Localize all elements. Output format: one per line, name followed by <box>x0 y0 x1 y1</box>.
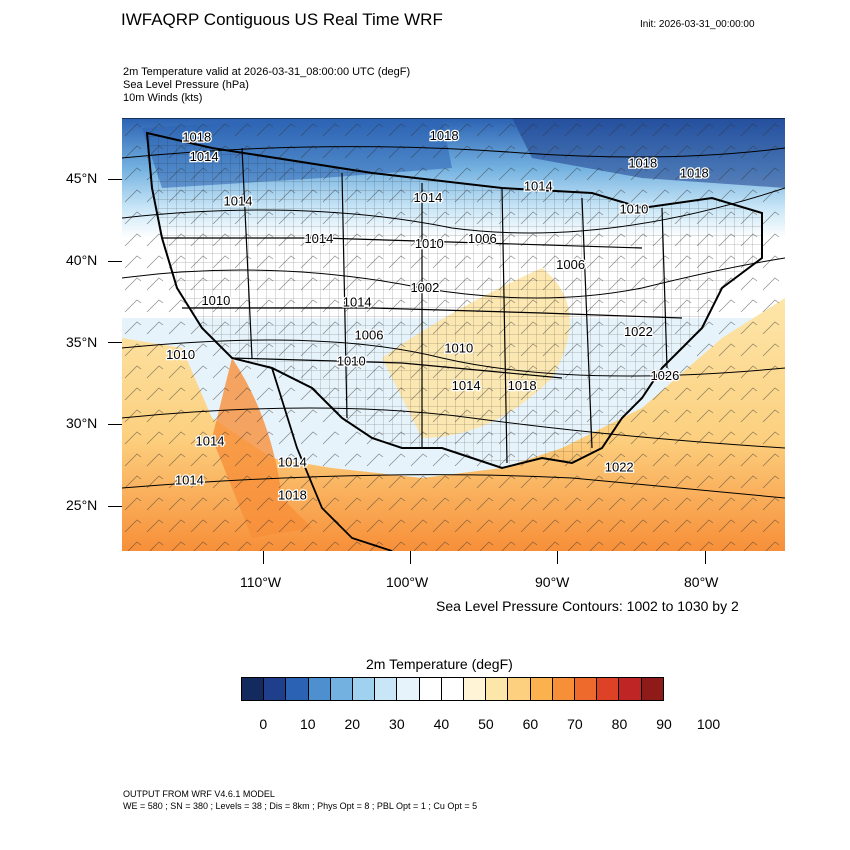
isobar-label: 1002 <box>410 280 439 295</box>
state-boundaries <box>162 147 683 464</box>
isobar-label: 1014 <box>413 190 442 205</box>
colorbar-box <box>353 678 376 700</box>
lon-tick <box>263 551 264 564</box>
colorbar-tick-label: 50 <box>478 716 494 732</box>
colorbar-tick-label: 10 <box>299 716 316 732</box>
lon-label-100w: 100°W <box>386 574 429 590</box>
colorbar-box <box>419 678 442 700</box>
mexico-coast <box>271 367 393 552</box>
footer-model: OUTPUT FROM WRF V4.6.1 MODEL <box>123 789 275 799</box>
colorbar-box <box>264 678 287 700</box>
isobar-label: 1006 <box>355 327 384 342</box>
isobar-labels: 1018 1014 1018 1018 1018 1014 1014 1014 1010 1014… <box>165 127 710 504</box>
isobar-label: 1018 <box>278 487 307 502</box>
isobar-label: 1018 <box>182 130 211 145</box>
isobar-label: 1026 <box>650 368 679 383</box>
lat-label-45n: 45°N <box>66 170 98 186</box>
footer-config: WE = 580 ; SN = 380 ; Levels = 38 ; Dis … <box>123 801 478 811</box>
isobar-label: 1006 <box>556 257 585 272</box>
lon-tick <box>410 551 411 564</box>
colorbar-title: 2m Temperature (degF) <box>366 656 513 672</box>
colorbar-box <box>575 678 598 700</box>
isobars <box>121 146 786 499</box>
field-pressure-label: Sea Level Pressure (hPa) <box>123 79 249 91</box>
colorbar-box <box>242 678 265 700</box>
colorbar-box <box>397 678 420 700</box>
colorbar-tick-label: 70 <box>567 716 583 732</box>
lon-label-110w: 110°W <box>240 574 282 590</box>
colorbar-box <box>308 678 331 700</box>
init-time: Init: 2026-03-31_00:00:00 <box>640 19 755 30</box>
colorbar-box <box>464 678 487 700</box>
isobar-label: 1022 <box>605 460 634 475</box>
colorbar-tick-label: 90 <box>656 716 672 732</box>
colorbar <box>241 677 664 701</box>
contour-note: Sea Level Pressure Contours: 1002 to 103… <box>436 598 739 614</box>
colorbar-tick-label: 20 <box>344 716 361 732</box>
us-counties <box>147 133 762 468</box>
map-panel: 1018 1014 1018 1018 1018 1014 1014 1014 1010 1014… <box>121 117 786 552</box>
lon-tick <box>557 551 558 564</box>
plot-title: IWFAQRP Contiguous US Real Time WRF <box>121 10 443 29</box>
lat-label-35n: 35°N <box>66 334 98 350</box>
isobar-label: 1014 <box>524 179 553 194</box>
isobar-label: 1014 <box>190 149 219 164</box>
isobar-label: 1014 <box>452 378 481 393</box>
lat-tick <box>108 342 122 343</box>
lat-label-25n: 25°N <box>66 497 98 513</box>
lat-label-40n: 40°N <box>66 252 98 268</box>
lon-label-90w: 90°W <box>535 574 570 590</box>
colorbar-tick-label: 100 <box>696 716 721 732</box>
colorbar-tick-label: 0 <box>259 716 268 732</box>
lon-label-80w: 80°W <box>684 574 719 590</box>
isobar-label: 1018 <box>430 128 459 143</box>
colorbar-tick-label: 80 <box>611 716 628 732</box>
colorbar-box <box>286 678 309 700</box>
colorbar-box <box>441 678 465 700</box>
isobar-label: 1010 <box>337 353 366 368</box>
colorbar-box <box>619 678 642 700</box>
colorbar-box <box>552 678 576 700</box>
field-winds-label: 10m Winds (kts) <box>123 92 203 104</box>
isobar-label: 1018 <box>508 378 537 393</box>
isobar-label: 1018 <box>628 156 657 171</box>
lat-tick <box>108 424 122 425</box>
field-temperature-label: 2m Temperature valid at 2026-03-31_08:00… <box>123 66 411 78</box>
isobar-label: 1010 <box>444 340 473 355</box>
isobar-label: 1014 <box>343 295 372 310</box>
isobar-label: 1010 <box>166 347 195 362</box>
colorbar-box <box>597 678 620 700</box>
isobar-label: 1014 <box>196 434 225 449</box>
isobar-label: 1010 <box>415 236 444 251</box>
isobar-label: 1010 <box>201 293 230 308</box>
isobar-label: 1014 <box>224 193 253 208</box>
colorbar-tick-label: 60 <box>522 716 539 732</box>
isobar-label: 1022 <box>624 324 653 339</box>
temperature-map: 1018 1014 1018 1018 1018 1014 1014 1014 1010 1014… <box>121 117 786 552</box>
lat-label-30n: 30°N <box>66 415 98 431</box>
colorbar-box <box>486 678 509 700</box>
lat-tick <box>108 179 122 180</box>
colorbar-box <box>530 678 553 700</box>
colorbar-tick-label: 30 <box>389 716 405 732</box>
colorbar-box <box>508 678 531 700</box>
colorbar-box <box>641 678 663 700</box>
isobar-label: 1006 <box>468 231 497 246</box>
isobar-label: 1010 <box>619 201 648 216</box>
isobar-label: 1014 <box>278 455 307 470</box>
isobar-label: 1014 <box>175 473 204 488</box>
colorbar-box <box>330 678 354 700</box>
isobar-label: 1014 <box>304 231 333 246</box>
lat-tick <box>108 261 122 262</box>
colorbar-tick-label: 40 <box>433 716 450 732</box>
colorbar-box <box>375 678 398 700</box>
lat-tick <box>108 506 122 507</box>
isobar-label: 1018 <box>680 166 709 181</box>
lon-tick <box>705 551 706 564</box>
